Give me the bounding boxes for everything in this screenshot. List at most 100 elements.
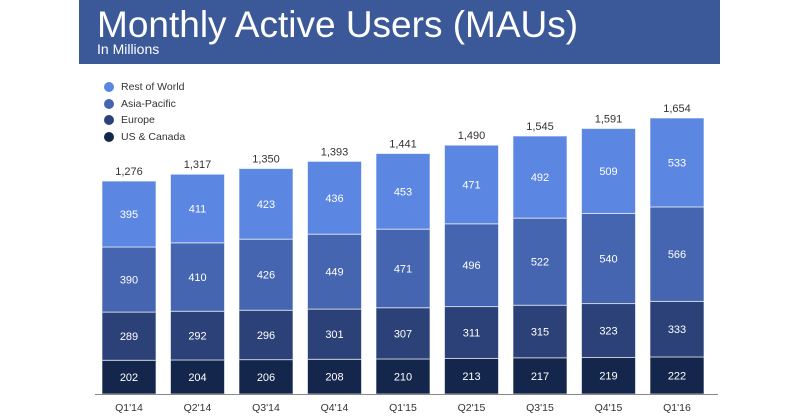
- bar-segment: [238, 309, 294, 361]
- x-tick-label: Q1'16: [663, 402, 691, 414]
- legend-item-asia-pacific: Asia-Pacific: [104, 96, 185, 113]
- bar-segment: [649, 206, 705, 302]
- x-tick-label: Q4'15: [595, 402, 623, 414]
- data-label: 289: [120, 331, 138, 343]
- bar-segment: [238, 168, 294, 240]
- legend-label: Asia-Pacific: [121, 97, 176, 110]
- bar-segment: [581, 128, 636, 214]
- total-label: 1,545: [526, 121, 554, 133]
- data-label: 496: [462, 260, 480, 272]
- data-label: 566: [668, 249, 686, 261]
- data-label: 492: [531, 172, 549, 184]
- bar-segment: [101, 359, 157, 395]
- bar-segment: [444, 144, 499, 225]
- data-label: 202: [120, 372, 138, 384]
- bar-segment: [307, 308, 362, 360]
- bar-segment: [307, 160, 362, 235]
- bar-segment: [375, 228, 431, 309]
- bar-segment: [238, 238, 294, 311]
- bar-segment: [512, 217, 568, 306]
- data-label: 411: [189, 204, 207, 216]
- bar-segment: [307, 358, 362, 395]
- data-label: 208: [325, 372, 343, 384]
- legend-label: US & Canada: [121, 130, 186, 143]
- total-label: 1,441: [389, 139, 417, 151]
- x-tick-label: Q3'14: [252, 402, 280, 414]
- bar-segment: [512, 135, 568, 219]
- data-label: 395: [120, 209, 138, 221]
- data-label: 522: [531, 257, 549, 269]
- total-label: 1,654: [663, 103, 691, 115]
- data-label: 301: [325, 329, 343, 341]
- total-label: 1,317: [184, 159, 212, 171]
- data-label: 213: [462, 371, 480, 383]
- data-label: 210: [394, 371, 412, 383]
- total-label: 1,490: [458, 130, 486, 142]
- data-label: 390: [120, 275, 138, 287]
- legend-dot: [104, 131, 114, 142]
- total-label: 1,276: [115, 166, 143, 178]
- bar-segment: [375, 307, 431, 360]
- bar-segment: [649, 117, 705, 208]
- bar-segment: [649, 300, 705, 358]
- bar-segment: [101, 180, 157, 248]
- title-banner: [79, 0, 720, 64]
- data-label: 509: [599, 166, 617, 178]
- data-label: 307: [394, 328, 412, 340]
- legend-item-us-canada: US & Canada: [104, 129, 185, 146]
- total-label: 1,350: [252, 154, 280, 166]
- bar-segment: [170, 242, 225, 312]
- data-label: 323: [599, 326, 617, 338]
- data-label: 292: [188, 331, 206, 343]
- legend-dot: [104, 82, 114, 93]
- data-label: 449: [325, 267, 343, 279]
- data-label: 540: [599, 254, 617, 266]
- data-label: 222: [668, 370, 686, 382]
- legend-dot: [104, 98, 114, 109]
- bar-segment: [170, 359, 225, 395]
- bar-segment: [101, 311, 157, 361]
- data-label: 204: [188, 372, 206, 384]
- data-label: 206: [257, 372, 275, 384]
- x-tick-label: Q4'14: [321, 402, 349, 414]
- legend-item-rest-of-world: Rest of World: [104, 79, 185, 96]
- bar-segment: [307, 233, 362, 310]
- bar-segment: [238, 359, 294, 395]
- x-tick-label: Q3'15: [526, 402, 554, 414]
- data-label: 436: [325, 193, 343, 205]
- total-label: 1,591: [595, 114, 623, 126]
- chart-subtitle: In Millions: [97, 41, 160, 57]
- bar-segment: [101, 246, 157, 313]
- bar-segment: [375, 153, 431, 230]
- bar-segment: [444, 306, 499, 359]
- data-label: 315: [531, 327, 549, 339]
- data-label: 296: [257, 330, 275, 342]
- bar-segment: [170, 173, 225, 244]
- legend: Rest of World Asia-Pacific Europe US & C…: [104, 79, 185, 145]
- x-tick-label: Q1'15: [389, 402, 417, 414]
- x-tick-label: Q2'15: [458, 402, 486, 414]
- total-label: 1,393: [321, 146, 349, 158]
- bar-segment: [170, 310, 225, 361]
- bar-segment: [512, 304, 568, 359]
- data-label: 410: [188, 272, 206, 284]
- data-label: 311: [463, 328, 481, 340]
- bar-segment: [444, 223, 499, 308]
- data-label: 471: [462, 179, 480, 191]
- chart-title: Monthly Active Users (MAUs): [97, 4, 579, 45]
- legend-dot: [104, 115, 114, 126]
- legend-item-europe: Europe: [104, 112, 185, 129]
- data-label: 533: [668, 157, 686, 169]
- legend-label: Europe: [121, 114, 155, 127]
- data-label: 219: [599, 371, 617, 383]
- data-label: 471: [394, 263, 412, 275]
- bar-segment: [444, 357, 499, 395]
- data-label: 217: [531, 371, 549, 383]
- data-label: 423: [257, 199, 275, 211]
- data-label: 426: [257, 270, 275, 282]
- legend-label: Rest of World: [121, 81, 185, 94]
- x-tick-label: Q2'14: [184, 402, 212, 414]
- data-label: 333: [668, 324, 686, 336]
- data-label: 453: [394, 186, 412, 198]
